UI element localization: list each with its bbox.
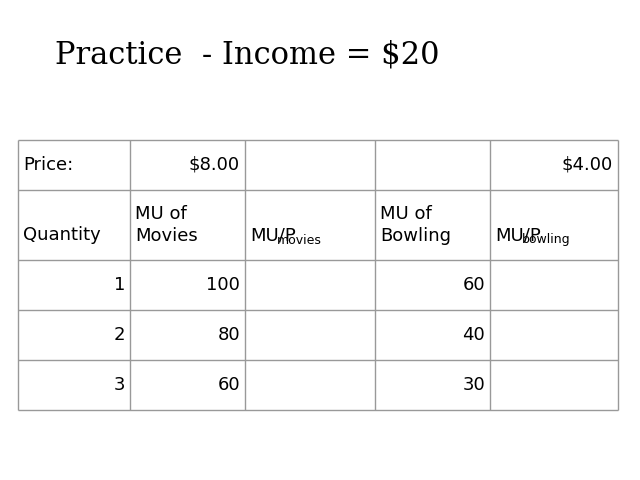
Text: MU of
Movies: MU of Movies [135, 205, 198, 245]
Text: $8.00: $8.00 [189, 156, 240, 174]
Text: $4.00: $4.00 [562, 156, 613, 174]
Text: 60: 60 [462, 276, 485, 294]
Text: Quantity: Quantity [23, 226, 100, 244]
Text: 30: 30 [462, 376, 485, 394]
Text: MU/P: MU/P [250, 226, 296, 244]
Text: Price:: Price: [23, 156, 73, 174]
Text: 80: 80 [218, 326, 240, 344]
Text: bowling: bowling [522, 233, 571, 247]
Text: 60: 60 [218, 376, 240, 394]
Text: 3: 3 [113, 376, 125, 394]
Text: MU of
Bowling: MU of Bowling [380, 205, 451, 245]
Text: MU/P: MU/P [495, 226, 541, 244]
Text: 1: 1 [114, 276, 125, 294]
Text: Practice  - Income = $20: Practice - Income = $20 [55, 39, 440, 70]
Text: movies: movies [277, 233, 322, 247]
Text: 40: 40 [462, 326, 485, 344]
Text: 100: 100 [206, 276, 240, 294]
Text: 2: 2 [113, 326, 125, 344]
